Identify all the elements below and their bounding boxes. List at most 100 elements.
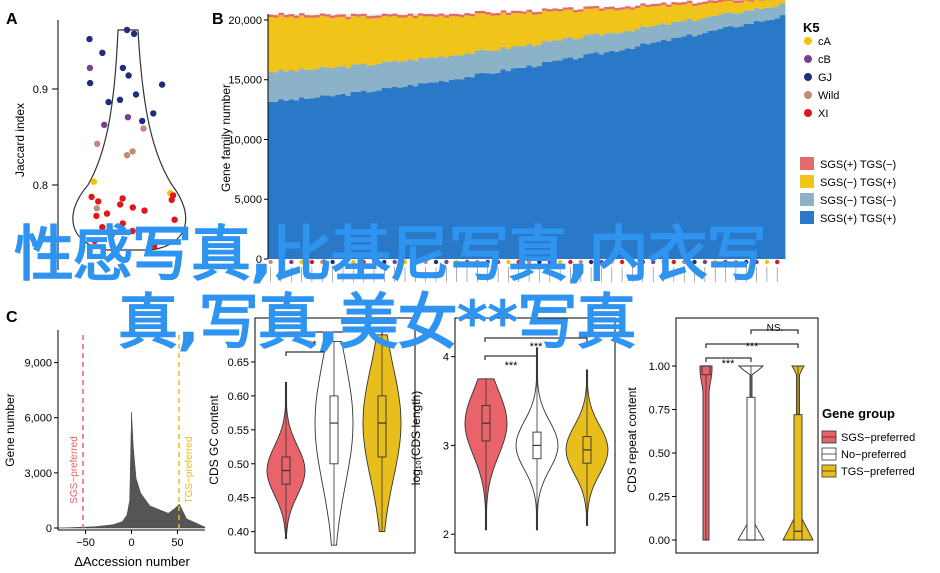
b-bar-segment: [764, 7, 770, 21]
y-tick-label: 0.75: [649, 405, 670, 417]
b-bar-segment: [299, 97, 305, 260]
b-bar-segment: [459, 55, 465, 80]
b-bar-segment: [640, 26, 646, 44]
b-bar-segment: [402, 17, 408, 62]
b-bar-segment: [660, 23, 667, 40]
b-bar-segment: [448, 13, 455, 17]
b-bar-segment: [681, 20, 688, 37]
b-bar-segment: [469, 53, 476, 78]
b-bar-segment: [722, 27, 729, 259]
b-bar-segment: [738, 13, 745, 27]
b-bar-segment: [376, 15, 383, 18]
b-bar-segment: [464, 15, 471, 54]
b-bar-segment: [355, 16, 362, 65]
b-legend-category: SGS(+) TGS(−) SGS(−) TGS(+) SGS(−) TGS(−) S…: [800, 157, 896, 225]
b-bar-segment: [645, 44, 651, 260]
e-violins: [464, 347, 609, 531]
b-bar-segment: [712, 30, 719, 259]
b-bar-segment: [645, 27, 651, 45]
b-bar-segment: [397, 17, 403, 62]
b-bar-segment: [717, 14, 724, 29]
y-tick-label: 2: [443, 529, 449, 541]
b-bar-segment: [293, 15, 300, 19]
b-bar-segment: [578, 57, 584, 259]
b-sample-dot: [609, 259, 614, 265]
b-bar-segment: [728, 0, 734, 13]
b-bar-segment: [629, 7, 636, 10]
c-ytick-label: 6,000: [24, 413, 52, 425]
b-bar-segment: [386, 14, 393, 17]
b-bar-segment: [598, 8, 605, 11]
b-bar-segment: [319, 95, 326, 259]
b-bar-segment: [485, 14, 491, 51]
b-bar-segment: [774, 0, 781, 7]
b-bar-segment: [764, 20, 770, 259]
b-bar-segment: [707, 0, 714, 3]
b-bar-segment: [505, 15, 512, 49]
b-bar-segment: [614, 33, 620, 52]
b-bar-segment: [443, 57, 450, 82]
a-data-point: [99, 224, 106, 231]
y-tick-label: 0.55: [228, 425, 249, 437]
b-sample-dot: [268, 259, 273, 265]
b-bar-segment: [330, 17, 336, 69]
a-data-point: [91, 237, 98, 245]
b-sample-dot: [485, 259, 490, 265]
b-sample-dot: [371, 259, 377, 265]
b-bar-segment: [697, 34, 703, 259]
b-sample-dot: [775, 259, 780, 265]
b-bar-segment: [443, 17, 450, 58]
b-bar-segment: [712, 16, 719, 31]
b-bar-segment: [299, 15, 305, 69]
b-bar-segment: [324, 67, 331, 96]
b-bar-segment: [769, 19, 776, 259]
f-frame: [675, 317, 819, 554]
b-bar-segment: [366, 18, 372, 66]
b-bar-segment: [635, 8, 641, 29]
b-bar-segment: [722, 0, 729, 1]
b-bar-segment: [588, 8, 595, 35]
b-bar-segment: [516, 13, 522, 47]
d-sig-label: ***: [304, 339, 318, 351]
gene-group-label: TGS−preferred: [841, 466, 915, 478]
b-bar-segment: [283, 71, 290, 101]
b-sample-dot: [464, 259, 470, 265]
b-bar-segment: [381, 88, 388, 260]
b-y-axis: 0 5,000 10,000 15,000 20,000: [228, 14, 269, 266]
b-bar-segment: [355, 14, 362, 17]
b-bar-segment: [495, 13, 502, 16]
b-bar-segment: [702, 1, 708, 4]
a-data-point: [86, 35, 93, 43]
b-bar-segment: [278, 69, 284, 100]
b-bar-segment: [376, 90, 383, 259]
b-bar-segment: [371, 15, 377, 19]
b-bar-segment: [583, 8, 589, 36]
e-ylabel: log₁₀(CDS length): [409, 391, 423, 485]
b-bar-segment: [423, 83, 429, 259]
b-bar-segment: [479, 49, 486, 73]
b-bar-segment: [774, 6, 781, 19]
b-bar-segment: [666, 40, 672, 260]
b-bar-segment: [350, 16, 357, 65]
b-bar-segment: [536, 45, 543, 67]
b-bar-segment: [381, 61, 388, 89]
a-data-point: [119, 64, 127, 72]
e-frame: [454, 317, 616, 554]
b-bar-segment: [753, 8, 760, 22]
b-bar-segment: [314, 97, 321, 259]
b-bar-segment: [666, 4, 672, 7]
b-bar-segment: [629, 9, 636, 32]
y-tick-label: 0.00: [649, 535, 670, 547]
b-bar-segment: [650, 6, 657, 26]
a-data-point: [129, 227, 136, 235]
b-bar-segment: [567, 9, 574, 38]
b-bar-segment: [361, 13, 367, 17]
b-bar-segment: [686, 34, 693, 259]
b-bar-segment: [547, 62, 553, 260]
b-bar-segment: [593, 52, 600, 260]
b-bar-segment: [350, 64, 357, 92]
b-bar-segment: [485, 50, 491, 74]
b-bar-segment: [624, 6, 631, 9]
b-bar-segment: [619, 50, 626, 259]
